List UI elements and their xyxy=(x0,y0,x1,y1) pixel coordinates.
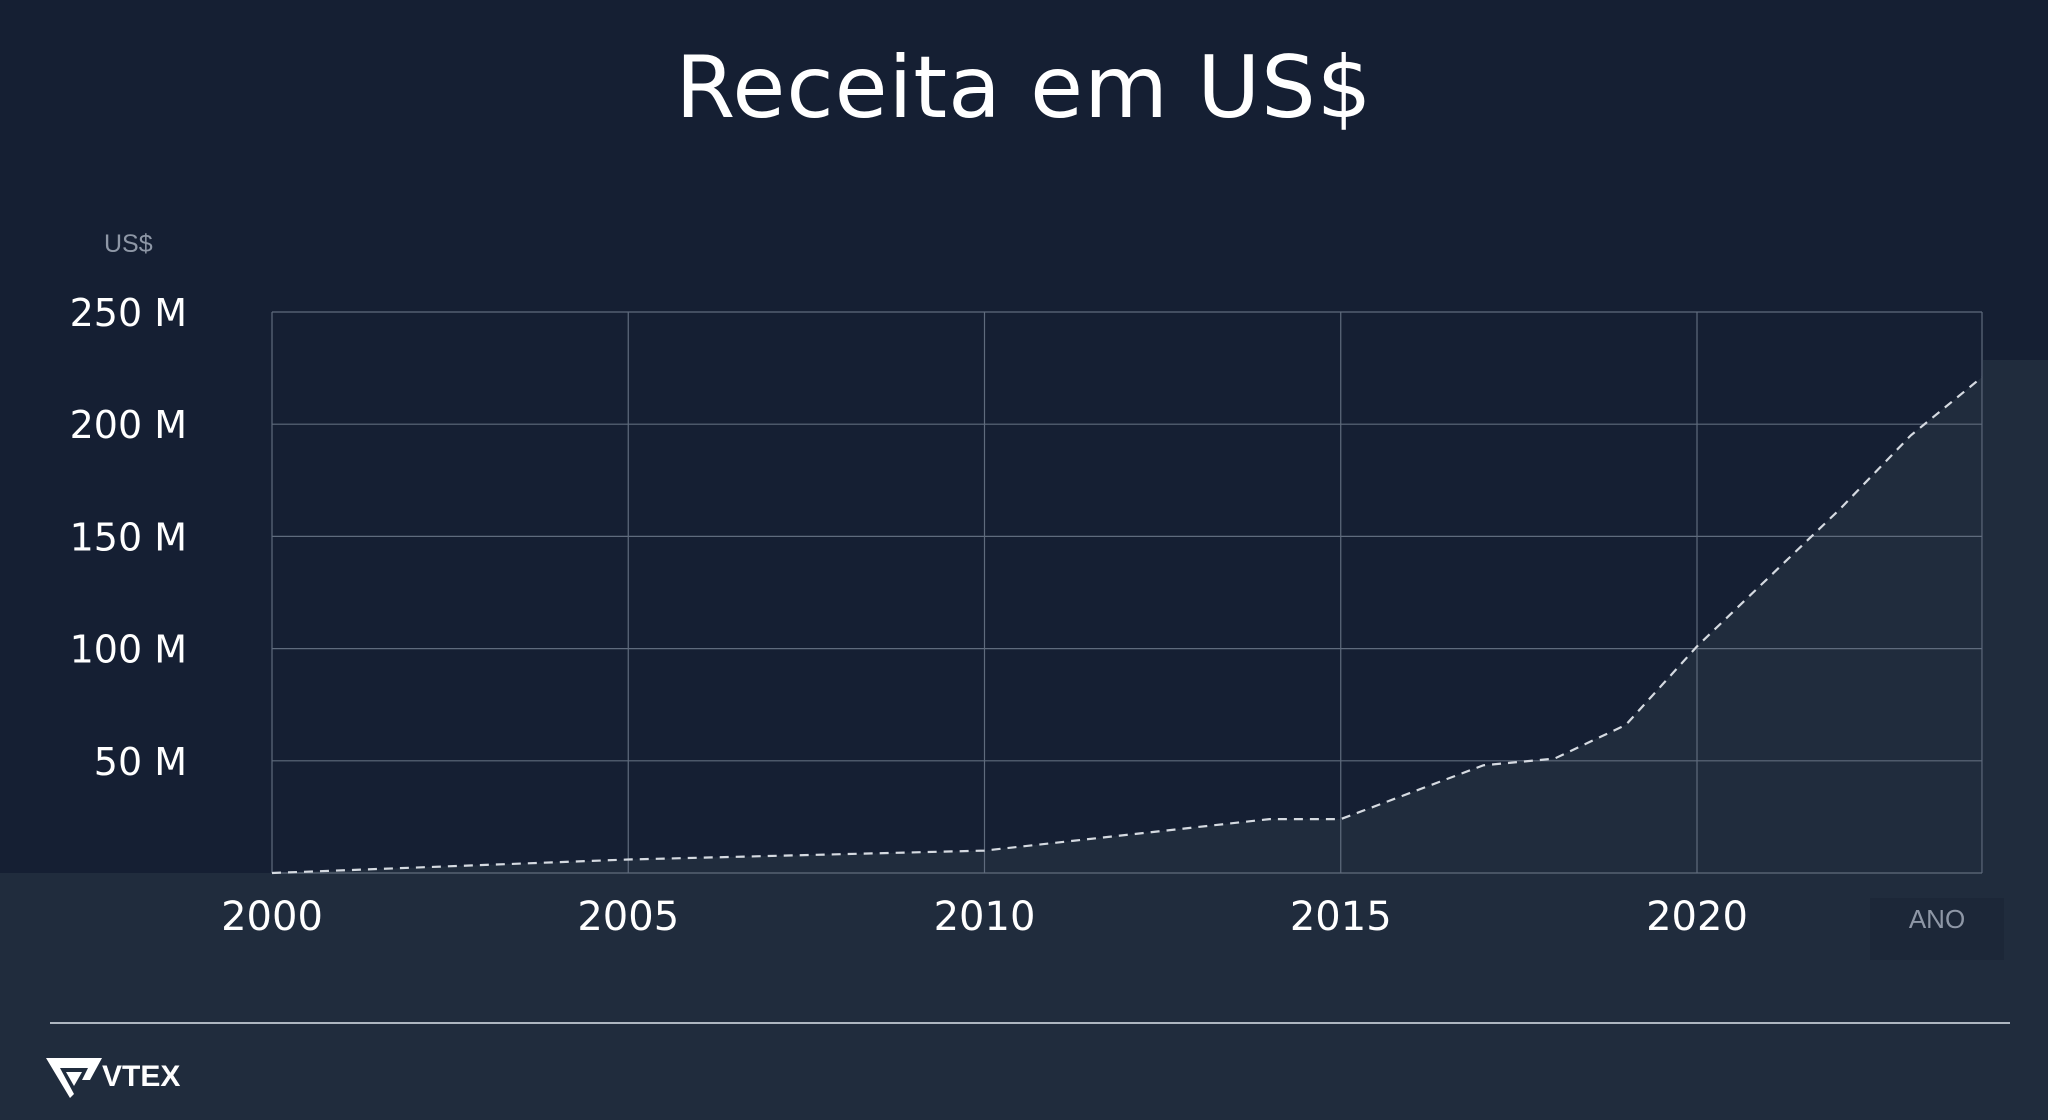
grid-layer xyxy=(271,311,1983,874)
y-tick-label: 50 M xyxy=(94,740,187,784)
area-background-edge xyxy=(1983,360,2048,873)
y-tick-label: 100 M xyxy=(70,628,187,672)
bottom-background xyxy=(0,873,2048,1120)
footer-divider xyxy=(50,1022,2010,1024)
y-tick-label: 250 M xyxy=(70,291,187,335)
y-tick-label: 200 M xyxy=(70,403,187,447)
x-tick-label: 2010 xyxy=(934,894,1036,940)
x-tick-label: 2015 xyxy=(1290,894,1392,940)
x-tick-labels: 2000 2005 2010 2015 2020 xyxy=(221,894,1748,940)
y-tick-labels: 50 M 100 M 150 M 200 M 250 M xyxy=(70,291,187,784)
brand-name: VTEX xyxy=(102,1060,181,1093)
x-tick-label: 2020 xyxy=(1646,894,1748,940)
vtex-logo-icon xyxy=(46,1058,102,1098)
y-axis-label: US$ xyxy=(104,230,153,258)
x-tick-label: 2000 xyxy=(221,894,323,940)
revenue-area xyxy=(272,377,1982,873)
chart-title: Receita em US$ xyxy=(675,38,1373,138)
x-tick-label: 2005 xyxy=(577,894,679,940)
y-tick-label: 150 M xyxy=(70,515,187,559)
x-axis-label: ANO xyxy=(1908,904,1966,934)
x-axis-label-box xyxy=(1870,898,2004,960)
area-layer xyxy=(272,377,1982,873)
